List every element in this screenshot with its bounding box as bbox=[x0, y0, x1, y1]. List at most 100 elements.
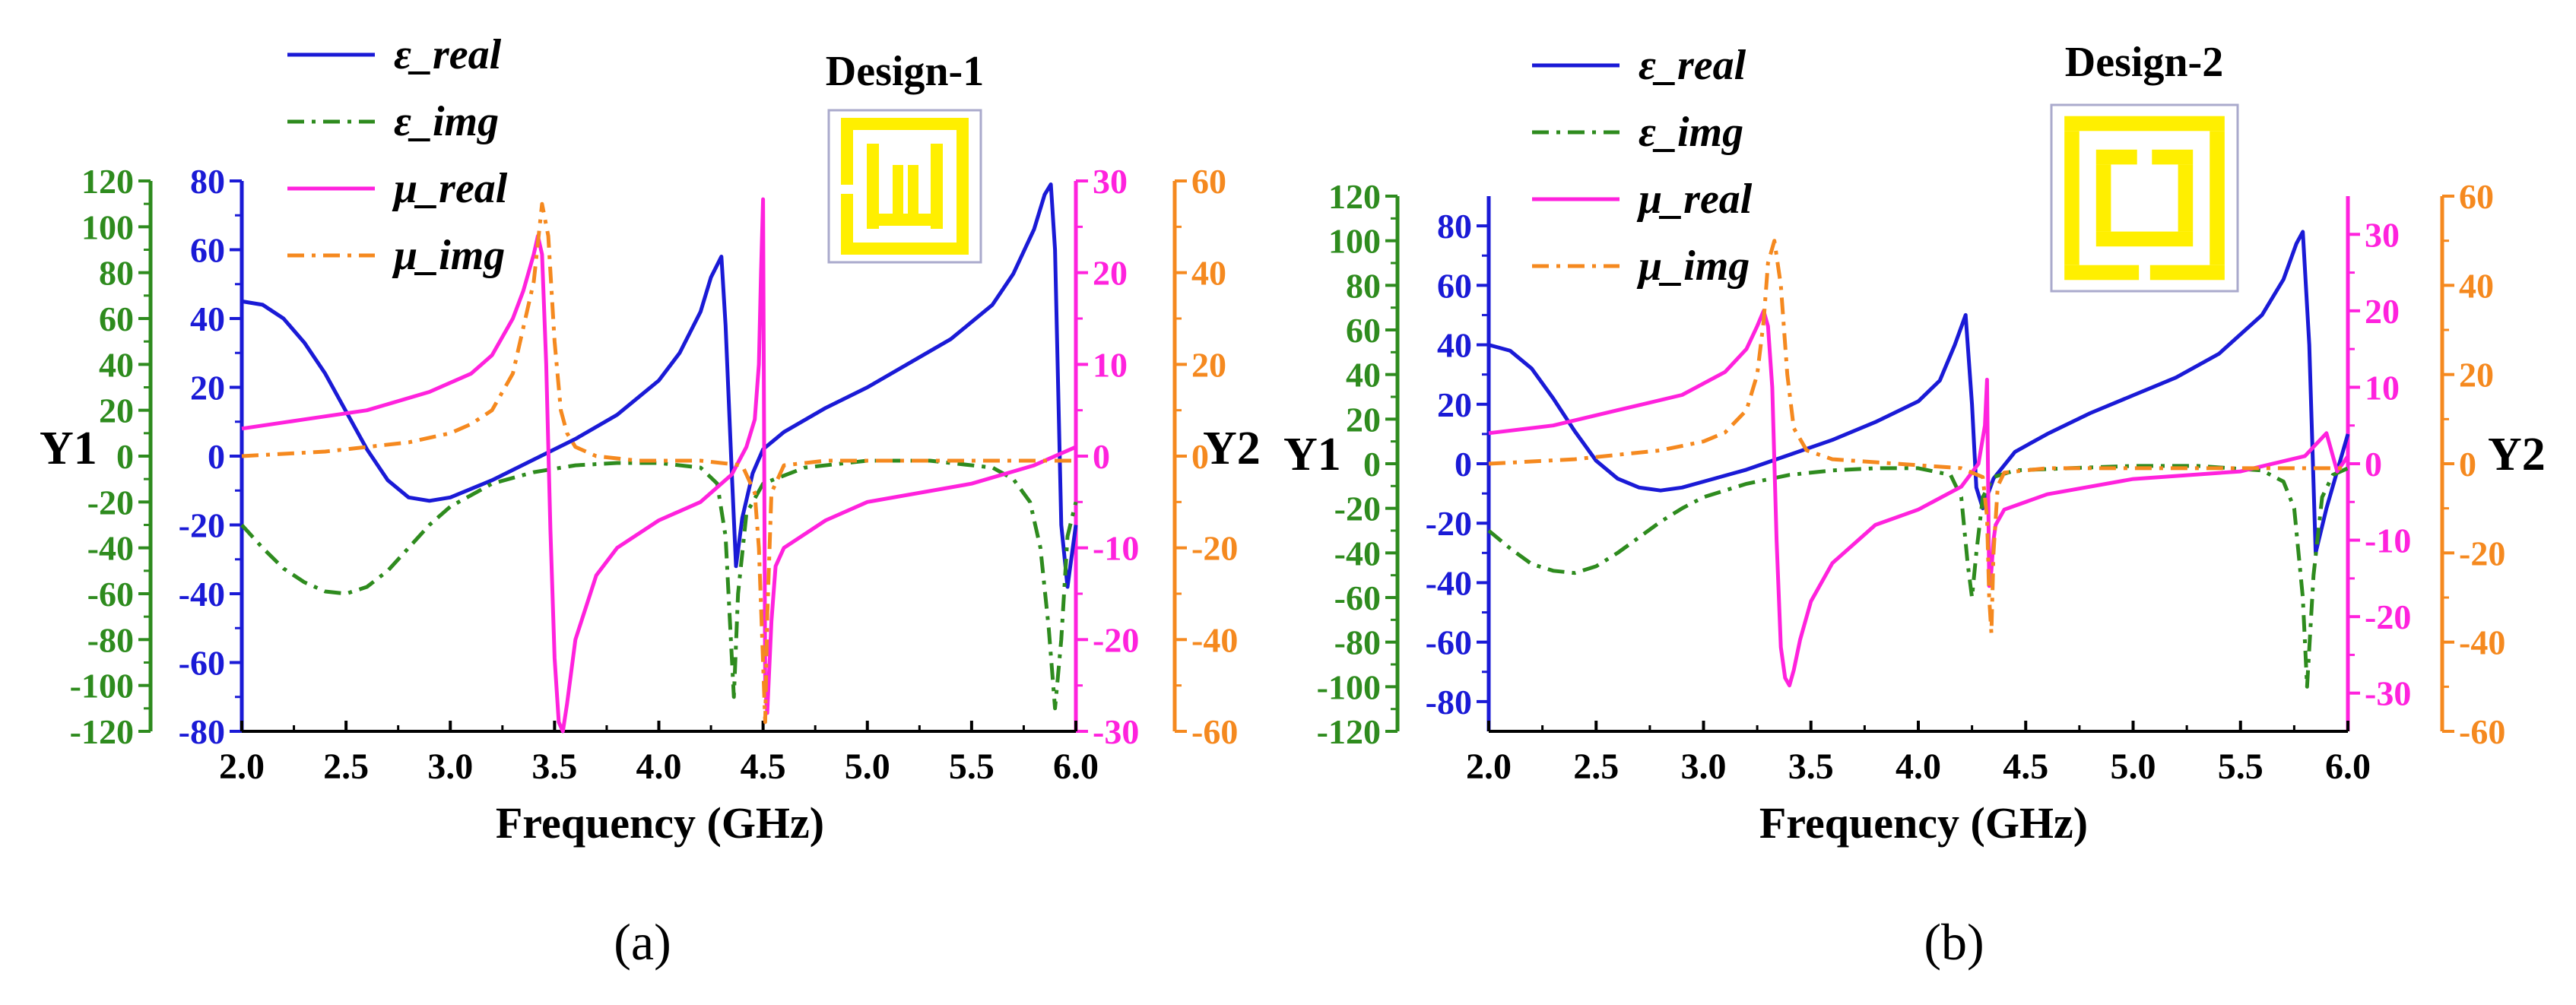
axis-left_outer-tick-label: 60 bbox=[1346, 311, 1381, 350]
design-inset-shape bbox=[893, 165, 903, 214]
axis-right_outer-tick-label: 60 bbox=[2459, 177, 2494, 216]
x-axis-tick-label: 4.0 bbox=[1896, 747, 1941, 787]
axis-right_outer-tick-label: -60 bbox=[2459, 712, 2505, 751]
axis-left_outer-tick-label: 100 bbox=[81, 208, 134, 246]
design-inset-shape bbox=[2210, 131, 2225, 265]
axis-right_inner-tick-label: 30 bbox=[2365, 215, 2400, 254]
legend-label-3: μ_img bbox=[392, 232, 505, 279]
axis-right_outer-tick-label: 20 bbox=[2459, 356, 2494, 395]
design-inset-shape bbox=[841, 130, 853, 185]
axis-right_inner-tick-label: 0 bbox=[2365, 445, 2382, 483]
axis-right_inner-tick-label: 10 bbox=[1093, 345, 1128, 384]
design-inset-shape bbox=[2178, 164, 2194, 232]
legend-label-0: ε_real bbox=[394, 31, 502, 78]
axis-left_inner-tick-label: -20 bbox=[1426, 504, 1472, 543]
series-line-eps-img bbox=[1487, 464, 2349, 689]
axis-left_outer-tick-label: 120 bbox=[81, 162, 134, 201]
axis-right_outer-tick-label: 20 bbox=[1191, 345, 1226, 384]
axis-left_outer-tick-label: 20 bbox=[1346, 400, 1381, 439]
y2-axis-label: Y2 bbox=[2488, 429, 2546, 480]
series-line-eps-real bbox=[1488, 230, 2350, 555]
axis-left_inner-tick-label: 20 bbox=[190, 369, 225, 407]
design-label: Design-2 bbox=[2065, 39, 2223, 86]
x-axis-tick-label: 3.0 bbox=[427, 747, 473, 787]
series-line-mu-real bbox=[241, 197, 1077, 734]
legend-label-3: μ_img bbox=[1636, 243, 1750, 290]
design-inset-shape bbox=[2064, 131, 2080, 265]
design-inset-shape bbox=[2149, 265, 2225, 281]
axis-left_inner-tick-label: 20 bbox=[1437, 385, 1472, 424]
design-label: Design-1 bbox=[826, 48, 984, 95]
axis-right_outer-tick-label: 0 bbox=[1191, 437, 1209, 476]
axis-left_inner-tick-label: -80 bbox=[1426, 683, 1472, 721]
series-line-mu-img bbox=[1488, 239, 2348, 636]
axis-left_outer-tick-label: 20 bbox=[99, 392, 134, 430]
legend-label-0: ε_real bbox=[1639, 42, 1746, 89]
axis-right_inner-tick-label: -30 bbox=[2365, 674, 2411, 713]
design-inset-frame bbox=[2050, 103, 2239, 293]
x-axis-tick-label: 3.0 bbox=[1681, 747, 1727, 787]
axis-left_inner-tick-label: -20 bbox=[179, 506, 225, 545]
axis-right_inner-tick-label: 0 bbox=[1093, 437, 1110, 476]
y1-axis-label: Y1 bbox=[1283, 429, 1341, 480]
x-axis-tick-label: 6.0 bbox=[2325, 747, 2371, 787]
axis-right_inner-tick-label: -10 bbox=[1093, 529, 1139, 568]
axis-right_inner-tick-label: 20 bbox=[1093, 254, 1128, 293]
x-axis-tick-label: 5.0 bbox=[845, 747, 890, 787]
axis-left_outer-tick-label: 0 bbox=[1363, 445, 1381, 483]
axis-left_outer-tick-label: -20 bbox=[1334, 490, 1381, 528]
design-inset-shape bbox=[841, 194, 853, 243]
x-axis-tick-label: 6.0 bbox=[1053, 747, 1099, 787]
axis-left_outer-tick-label: 120 bbox=[1328, 177, 1381, 216]
design-inset-shape bbox=[956, 130, 969, 243]
design-inset-shape bbox=[879, 214, 931, 226]
x-axis-tick-label: 2.5 bbox=[323, 747, 369, 787]
x-axis-tick-label: 5.5 bbox=[2218, 747, 2264, 787]
axis-left_outer-tick-label: -100 bbox=[70, 667, 134, 705]
design-inset-shape bbox=[2064, 265, 2140, 281]
axis-left_outer-tick-label: -80 bbox=[1334, 623, 1381, 662]
axis-left_outer-tick-label: 100 bbox=[1328, 222, 1381, 261]
x-axis-tick-label: 2.5 bbox=[1573, 747, 1619, 787]
axis-left_inner-tick-label: 40 bbox=[190, 300, 225, 338]
series-line-mu-img bbox=[241, 201, 1076, 724]
series-line-eps-img bbox=[240, 458, 1078, 711]
legend-label-1: ε_img bbox=[394, 98, 499, 145]
axis-right_outer-tick-label: -20 bbox=[1191, 529, 1238, 568]
axis-left_outer-tick-label: -40 bbox=[87, 529, 134, 568]
design-inset-shape bbox=[841, 243, 969, 255]
axis-left_outer-tick-label: -100 bbox=[1317, 667, 1381, 706]
axis-right_inner-tick-label: -20 bbox=[2365, 598, 2411, 636]
axis-left_inner-tick-label: 80 bbox=[190, 162, 225, 201]
panel-label: (a) bbox=[614, 913, 671, 971]
axis-left_inner-tick-label: -80 bbox=[179, 712, 225, 751]
design-inset-frame bbox=[827, 109, 982, 264]
x-axis-tick-label: 5.5 bbox=[949, 747, 995, 787]
axis-left_outer-tick-label: 60 bbox=[99, 300, 134, 338]
axis-left_inner-tick-label: 0 bbox=[208, 437, 225, 476]
design-inset-shape bbox=[931, 144, 943, 229]
axis-right_outer-tick-label: -40 bbox=[2459, 623, 2505, 662]
axis-left_outer-tick-label: -20 bbox=[87, 483, 134, 522]
x-axis-tick-label: 4.5 bbox=[2003, 747, 2048, 787]
axis-left_inner-tick-label: -40 bbox=[179, 575, 225, 613]
axis-right_outer-tick-label: -60 bbox=[1191, 712, 1238, 751]
axis-left_inner-tick-label: 80 bbox=[1437, 207, 1472, 246]
axis-left_inner-tick-label: 60 bbox=[1437, 266, 1472, 305]
axis-right_outer-tick-label: -20 bbox=[2459, 534, 2505, 572]
axis-left_inner-tick-label: -60 bbox=[179, 644, 225, 683]
y2-axis-label: Y2 bbox=[1203, 423, 1261, 474]
axis-left_outer-tick-label: 40 bbox=[99, 345, 134, 384]
x-axis-title: Frequency (GHz) bbox=[1759, 798, 2088, 848]
panel-label: (b) bbox=[1924, 913, 1984, 971]
y1-axis-label: Y1 bbox=[40, 423, 97, 474]
axis-right_inner-tick-label: 30 bbox=[1093, 162, 1128, 201]
design-inset-shape bbox=[2095, 164, 2111, 232]
axis-right_inner-tick-label: 20 bbox=[2365, 292, 2400, 331]
x-axis-tick-label: 5.0 bbox=[2111, 747, 2156, 787]
axis-left_outer-tick-label: 80 bbox=[1346, 266, 1381, 305]
axis-left_outer-tick-label: 0 bbox=[116, 437, 134, 476]
axis-left_outer-tick-label: 80 bbox=[99, 254, 134, 293]
x-axis-tick-label: 2.0 bbox=[219, 747, 265, 787]
